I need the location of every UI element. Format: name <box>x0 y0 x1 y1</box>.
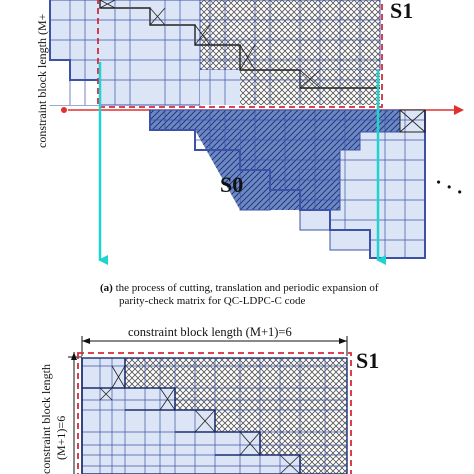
s0-staircase <box>149 109 426 259</box>
caption-a-line2: parity-check matrix for QC-LDPC-C code <box>119 295 305 307</box>
s1-matrix-b <box>81 357 348 474</box>
caption-a-marker: (a) <box>100 282 113 294</box>
s1-dashed-box-b <box>77 352 352 474</box>
red-dot <box>61 107 67 113</box>
caption-a-line1: the process of cutting, translation and … <box>113 282 379 294</box>
panel-a: S1 S0 · · · constraint block length (M+ <box>0 0 468 265</box>
s1-dashed-box <box>97 0 383 108</box>
s1-label-bottom: S1 <box>356 348 379 373</box>
svg-text:(a) the process of cutting, tr: (a) the process of cutting, translation … <box>100 282 379 294</box>
constraint-label-b: constraint block length (M+1)=6 <box>128 325 292 339</box>
ylabel-top: constraint block length (M+ <box>35 13 49 148</box>
ylabel-b-line1: constraint block length <box>39 364 53 474</box>
panel-b: constraint block length (M+1)=6 <box>39 325 379 474</box>
ylabel-b-line2: (M+1)=6 <box>54 416 68 460</box>
s1-staircase <box>0 0 381 106</box>
s1-label-top: S1 <box>390 0 413 23</box>
s0-label: S0 <box>220 172 243 197</box>
caption-a: (a) the process of cutting, translation … <box>100 282 379 307</box>
ellipsis: · · · <box>431 171 468 204</box>
